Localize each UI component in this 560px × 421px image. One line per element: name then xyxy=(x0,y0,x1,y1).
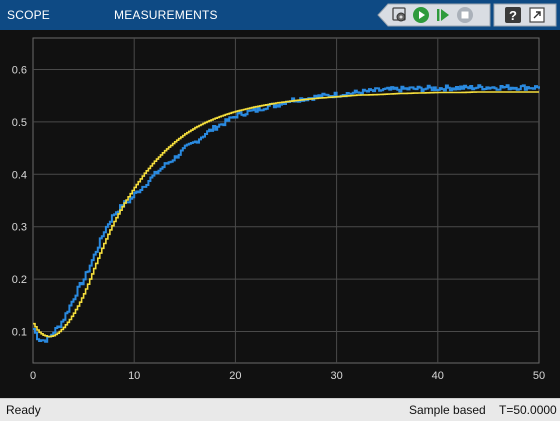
x-tick-label: 0 xyxy=(30,370,36,382)
status-mode: Sample based xyxy=(409,403,486,417)
undock-icon[interactable] xyxy=(528,6,546,24)
scope-settings-icon[interactable] xyxy=(390,6,408,24)
status-bar: Ready Sample based T=50.0000 xyxy=(0,398,560,421)
scope-plot-area[interactable]: 0 10 20 30 40 50 0.1 0.2 0.3 0.4 0.5 0.6 xyxy=(0,30,560,397)
scope-chart[interactable]: 0 10 20 30 40 50 0.1 0.2 0.3 0.4 0.5 0.6 xyxy=(0,30,560,397)
y-tick-label: 0.2 xyxy=(12,274,27,286)
x-tick-label: 30 xyxy=(330,370,342,382)
x-tick-label: 20 xyxy=(229,370,241,382)
x-tick-label: 40 xyxy=(432,370,444,382)
help-icon[interactable]: ? xyxy=(504,6,522,24)
toolbar-icons: ? xyxy=(370,3,560,27)
run-icon[interactable] xyxy=(412,6,430,24)
stop-icon[interactable] xyxy=(456,6,474,24)
y-tick-label: 0.3 xyxy=(12,222,27,234)
status-ready: Ready xyxy=(6,403,41,417)
x-tick-label: 10 xyxy=(128,370,140,382)
step-forward-icon[interactable] xyxy=(434,6,452,24)
toolstrip: SCOPE MEASUREMENTS ? xyxy=(0,0,560,31)
svg-text:?: ? xyxy=(509,8,517,23)
y-tick-label: 0.6 xyxy=(12,64,27,76)
x-tick-label: 50 xyxy=(533,370,545,382)
y-tick-label: 0.1 xyxy=(12,327,27,339)
tab-scope[interactable]: SCOPE xyxy=(7,8,51,22)
y-tick-label: 0.5 xyxy=(12,117,27,129)
status-time: T=50.0000 xyxy=(499,403,557,417)
tab-measurements[interactable]: MEASUREMENTS xyxy=(114,8,218,22)
y-tick-label: 0.4 xyxy=(12,169,27,181)
series-line-2 xyxy=(33,91,539,338)
